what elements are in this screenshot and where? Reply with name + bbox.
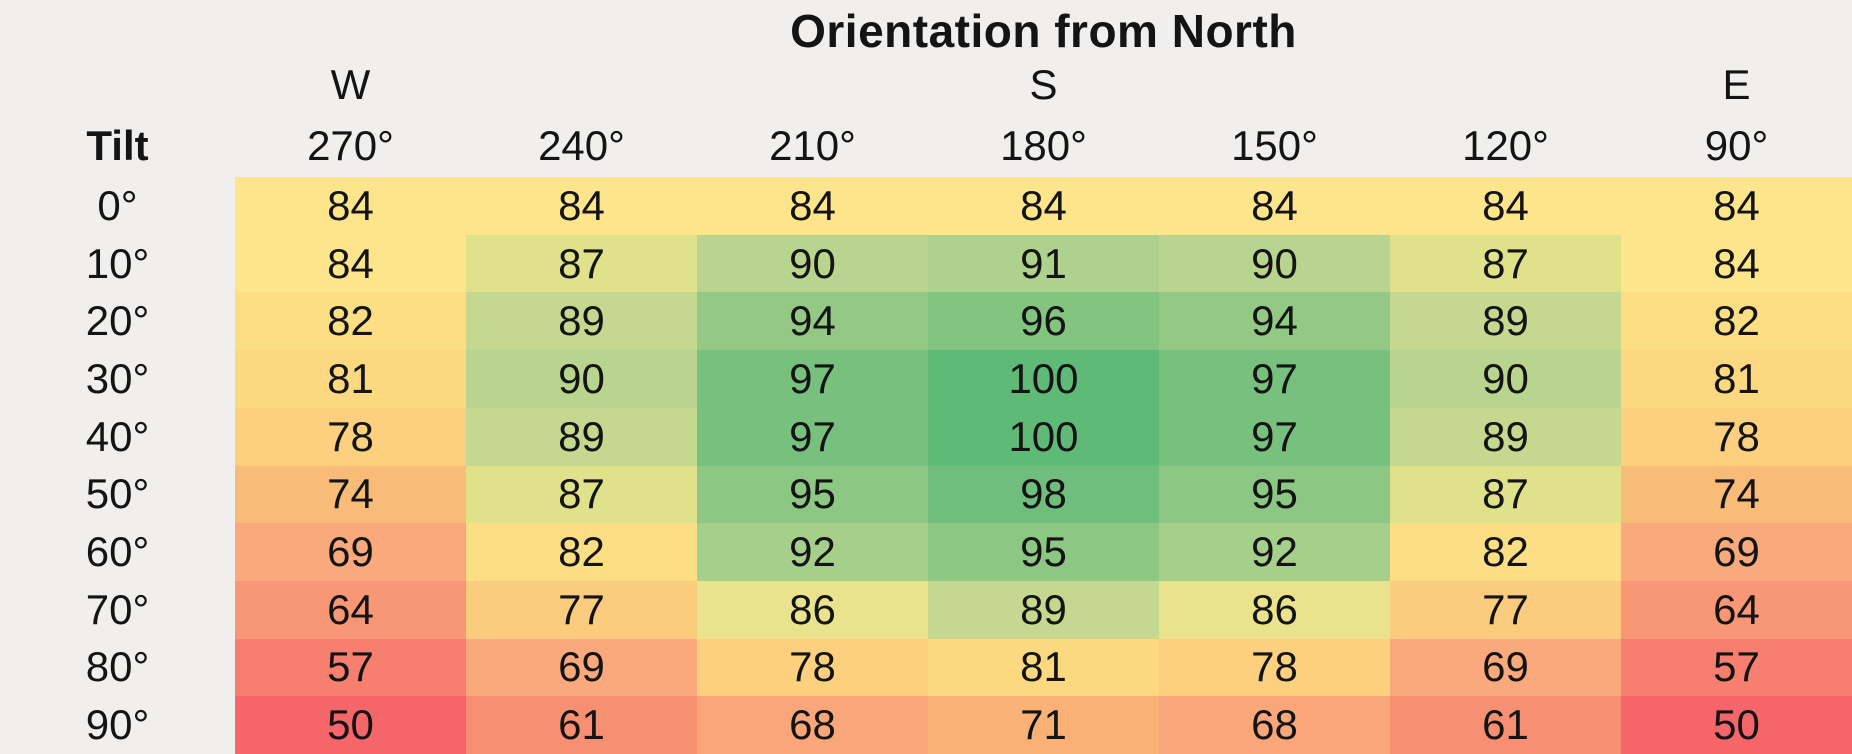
heatmap-cell: 82 <box>235 292 466 351</box>
heatmap-cell: 97 <box>697 350 928 408</box>
row-label-tilt: 20° <box>85 297 150 345</box>
heatmap-cell: 61 <box>466 696 697 754</box>
heatmap-cell: 89 <box>1390 292 1621 351</box>
heatmap-cell: 97 <box>1159 350 1390 408</box>
heatmap-cell: 90 <box>1159 234 1390 293</box>
tilt-column-header: Tilt <box>86 121 149 169</box>
heatmap-cell: 64 <box>1621 580 1852 639</box>
heatmap-cell: 89 <box>928 580 1159 639</box>
heatmap-cell: 97 <box>697 407 928 466</box>
heatmap-cell: 78 <box>1159 638 1390 697</box>
heatmap-cell: 89 <box>1390 407 1621 466</box>
heatmap-cell: 91 <box>928 234 1159 293</box>
row-label-tilt: 30° <box>85 354 150 402</box>
row-label-tilt: 60° <box>85 528 150 576</box>
column-header-90: 90° <box>1704 121 1769 169</box>
heatmap-cell: 74 <box>1621 465 1852 524</box>
heatmap-cell: 78 <box>697 638 928 697</box>
heatmap-cell: 57 <box>235 638 466 697</box>
chart-title: Orientation from North <box>790 5 1297 57</box>
heatmap-cell: 68 <box>1159 696 1390 754</box>
heatmap-cell: 92 <box>1159 523 1390 581</box>
heatmap-cell: 84 <box>697 177 928 235</box>
heatmap-cell: 87 <box>466 234 697 293</box>
heatmap-cell: 68 <box>697 696 928 754</box>
heatmap-cell: 95 <box>1159 465 1390 524</box>
heatmap-cell: 98 <box>928 465 1159 524</box>
heatmap-cell: 84 <box>928 177 1159 235</box>
heatmap-cell: 87 <box>1390 465 1621 524</box>
heatmap-cell: 82 <box>466 523 697 581</box>
heatmap-cell: 50 <box>1621 696 1852 754</box>
heatmap-cell: 89 <box>466 407 697 466</box>
heatmap-cell: 78 <box>235 407 466 466</box>
heatmap-cell: 78 <box>1621 407 1852 466</box>
column-header-120: 120° <box>1462 121 1549 169</box>
heatmap-cell: 87 <box>1390 234 1621 293</box>
row-label-tilt: 70° <box>85 585 150 633</box>
compass-label-east: E <box>1722 61 1751 108</box>
column-header-210: 210° <box>769 121 856 169</box>
heatmap-cell: 61 <box>1390 696 1621 754</box>
row-label-tilt: 40° <box>85 412 150 460</box>
heatmap-header: Orientation from North W S E Tilt 270° 2… <box>0 0 1852 177</box>
heatmap-cell: 94 <box>697 292 928 351</box>
heatmap-cell: 90 <box>466 350 697 408</box>
column-header-240: 240° <box>538 121 625 169</box>
heatmap-cell: 92 <box>697 523 928 581</box>
heatmap-cell: 86 <box>1159 580 1390 639</box>
heatmap-cell: 100 <box>928 407 1159 466</box>
heatmap-cell: 86 <box>697 580 928 639</box>
heatmap-cell: 57 <box>1621 638 1852 697</box>
row-label-tilt: 0° <box>97 181 138 229</box>
heatmap-cell: 84 <box>1159 177 1390 235</box>
heatmap-cell: 84 <box>235 177 466 235</box>
row-label-tilt: 50° <box>85 470 150 518</box>
heatmap-cell: 87 <box>466 465 697 524</box>
heatmap-cell: 77 <box>1390 580 1621 639</box>
row-label-tilt: 10° <box>85 239 150 287</box>
heatmap-cell: 89 <box>466 292 697 351</box>
heatmap-cell: 50 <box>235 696 466 754</box>
heatmap-cell: 95 <box>928 523 1159 581</box>
compass-label-south: S <box>1029 61 1058 108</box>
heatmap-cell: 64 <box>235 580 466 639</box>
heatmap-cell: 81 <box>1621 350 1852 408</box>
heatmap-cell: 96 <box>928 292 1159 351</box>
heatmap-cell: 84 <box>1390 177 1621 235</box>
column-header-270: 270° <box>307 121 394 169</box>
heatmap-cell: 84 <box>1621 234 1852 293</box>
heatmap-cell: 69 <box>466 638 697 697</box>
heatmap-cell: 94 <box>1159 292 1390 351</box>
heatmap-cell: 69 <box>1621 523 1852 581</box>
row-label-tilt: 80° <box>85 643 150 691</box>
heatmap-cell: 81 <box>928 638 1159 697</box>
heatmap-cell: 84 <box>466 177 697 235</box>
heatmap-cell: 77 <box>466 580 697 639</box>
heatmap-cell: 74 <box>235 465 466 524</box>
heatmap-cell: 82 <box>1621 292 1852 351</box>
column-header-150: 150° <box>1231 121 1318 169</box>
heatmap-cell: 90 <box>697 234 928 293</box>
heatmap-cell: 69 <box>1390 638 1621 697</box>
heatmap-cell: 81 <box>235 350 466 408</box>
column-header-180: 180° <box>1000 121 1087 169</box>
heatmap-body: 0° 84 84 84 84 84 84 84 10° 84 87 90 91 90 87 84 20° 82 89… <box>0 177 1852 754</box>
compass-label-west: W <box>330 61 371 108</box>
heatmap-cell: 71 <box>928 696 1159 754</box>
heatmap-cell: 69 <box>235 523 466 581</box>
heatmap-cell: 100 <box>928 350 1159 408</box>
heatmap-cell: 82 <box>1390 523 1621 581</box>
row-label-tilt: 90° <box>85 701 150 749</box>
heatmap-cell: 97 <box>1159 407 1390 466</box>
heatmap-cell: 84 <box>235 234 466 293</box>
heatmap-cell: 95 <box>697 465 928 524</box>
heatmap-cell: 84 <box>1621 177 1852 235</box>
heatmap-cell: 90 <box>1390 350 1621 408</box>
